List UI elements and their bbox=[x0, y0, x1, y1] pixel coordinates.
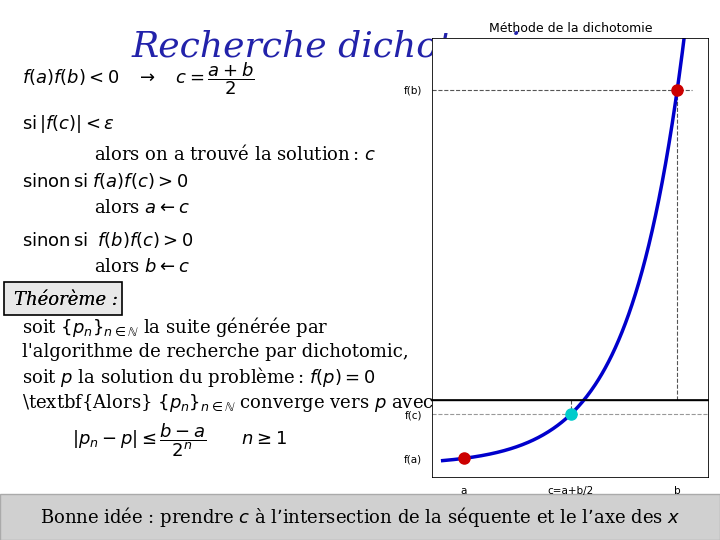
Text: Recherche dichotomique: Recherche dichotomique bbox=[132, 30, 588, 64]
Title: Méthode de la dichotomie: Méthode de la dichotomie bbox=[489, 22, 652, 35]
Text: Bonne idée : prendre $c$ à l’intersection de la séquente et le l’axe des $x$: Bonne idée : prendre $c$ à l’intersectio… bbox=[40, 505, 680, 529]
Text: $\mathrm{sinon\,si}\;\;f(b)f(c)>0$: $\mathrm{sinon\,si}\;\;f(b)f(c)>0$ bbox=[22, 230, 193, 251]
Text: $f(a)f(b)<0 \quad \rightarrow \quad c=\dfrac{a+b}{2}$: $f(a)f(b)<0 \quad \rightarrow \quad c=\d… bbox=[22, 60, 254, 97]
Text: alors $a \leftarrow c$: alors $a \leftarrow c$ bbox=[94, 199, 189, 217]
Text: soit $\{p_n\}_{n\in\mathbb{N}}$ la suite générée par: soit $\{p_n\}_{n\in\mathbb{N}}$ la suite… bbox=[22, 315, 328, 339]
Text: Théorème :: Théorème : bbox=[14, 291, 118, 309]
FancyBboxPatch shape bbox=[4, 282, 122, 315]
Text: $\mathrm{sinon\,si}\;f(a)f(c)>0$: $\mathrm{sinon\,si}\;f(a)f(c)>0$ bbox=[22, 171, 188, 191]
Text: $\mathrm{si}\,|f(c)|<\varepsilon$: $\mathrm{si}\,|f(c)|<\varepsilon$ bbox=[22, 113, 114, 135]
Text: $|p_n - p| \leq \dfrac{b-a}{2^n} \qquad n\geq 1$: $|p_n - p| \leq \dfrac{b-a}{2^n} \qquad … bbox=[72, 421, 287, 459]
Text: alors on a trouvé la solution : $c$: alors on a trouvé la solution : $c$ bbox=[94, 144, 376, 164]
Text: \textbf{Alors} $\{p_n\}_{n\in\mathbb{N}}$ converge vers $p$ avec :: \textbf{Alors} $\{p_n\}_{n\in\mathbb{N}}… bbox=[22, 392, 442, 414]
Text: Théorème :: Théorème : bbox=[14, 291, 118, 309]
Text: soit $p$ la solution du problème : $f(p)=0$: soit $p$ la solution du problème : $f(p)… bbox=[22, 366, 375, 389]
FancyBboxPatch shape bbox=[0, 494, 720, 540]
Text: l'algorithme de recherche par dichotomic,: l'algorithme de recherche par dichotomic… bbox=[22, 343, 408, 361]
Text: alors $b \leftarrow c$: alors $b \leftarrow c$ bbox=[94, 258, 189, 276]
